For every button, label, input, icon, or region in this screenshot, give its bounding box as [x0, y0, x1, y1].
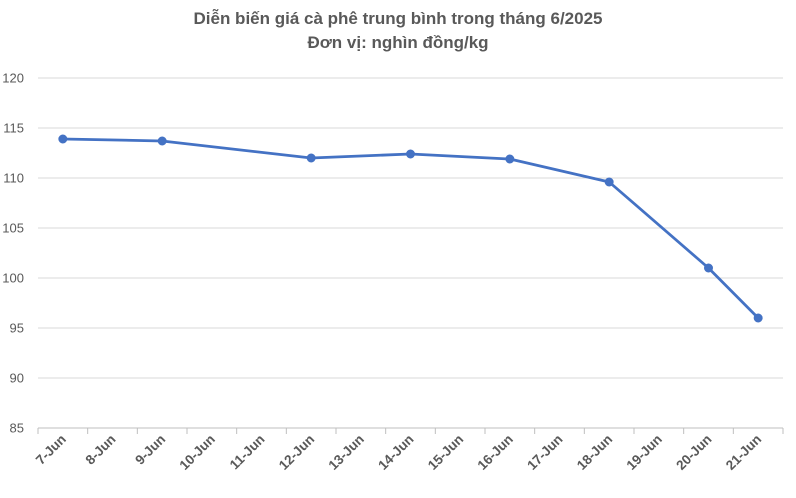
y-tick-label: 95 [10, 321, 24, 336]
y-tick-label: 90 [10, 371, 24, 386]
x-tick-label: 11-Jun [227, 432, 268, 473]
x-tick-label: 21-Jun [723, 432, 764, 473]
data-point [157, 136, 167, 146]
x-tick-label: 15-Jun [425, 432, 466, 473]
data-point [704, 263, 713, 273]
x-tick-label: 17-Jun [524, 432, 565, 473]
y-tick-label: 85 [10, 421, 24, 436]
y-tick-label: 105 [2, 221, 24, 236]
y-tick-label: 120 [2, 71, 24, 86]
x-tick-label: 19-Jun [624, 432, 665, 473]
y-tick-label: 115 [3, 121, 24, 136]
x-tick-label: 9-Jun [132, 432, 168, 468]
y-tick-label: 100 [2, 271, 24, 286]
x-tick-label: 7-Jun [33, 432, 69, 468]
x-tick-label: 13-Jun [326, 432, 367, 473]
x-tick-label: 20-Jun [673, 432, 714, 473]
x-tick-label: 14-Jun [375, 432, 416, 473]
y-tick-label: 110 [3, 171, 24, 186]
x-tick-label: 8-Jun [83, 432, 119, 468]
x-tick-label: 16-Jun [475, 432, 516, 473]
data-point [306, 153, 316, 163]
data-point [753, 313, 763, 323]
x-tick-label: 10-Jun [177, 432, 218, 473]
chart-subtitle: Đơn vị: nghìn đồng/kg [307, 33, 489, 52]
chart-title: Diễn biến giá cà phê trung bình trong th… [193, 9, 603, 28]
series-line [61, 137, 760, 320]
data-point [58, 134, 68, 144]
x-tick-label: 18-Jun [574, 432, 615, 473]
data-point [505, 154, 515, 164]
data-point [604, 177, 614, 187]
x-tick-label: 12-Jun [276, 432, 317, 473]
data-point [406, 149, 415, 159]
